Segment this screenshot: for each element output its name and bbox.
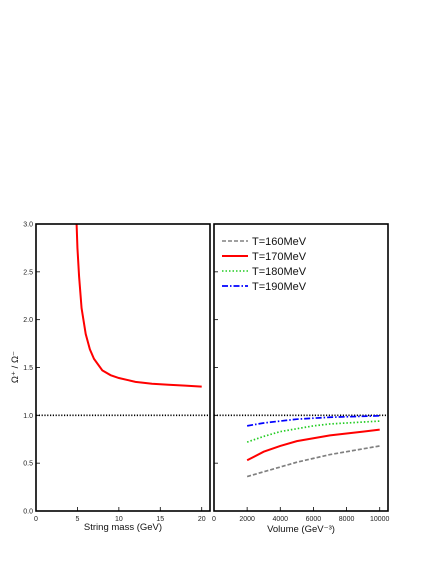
left-ytick-label-5: 2.5	[23, 269, 33, 276]
left-series-line-0	[75, 223, 202, 388]
legend-label-t190: T=190MeV	[252, 281, 307, 293]
left-ticks: 0 5 10 15 20 0.0 0.5 1.0 1.5 2.0 2.5 3.0	[23, 222, 205, 524]
right-ticks: 0 2000 4000 6000 8000 10000	[212, 223, 390, 523]
right-xtick-label-5: 10000	[370, 516, 390, 523]
left-ytick-label-3: 1.5	[23, 365, 33, 372]
left-xtick-label-3: 15	[156, 516, 164, 523]
right-xtick-label-0: 0	[212, 516, 216, 523]
left-ytick-label-4: 2.0	[23, 317, 33, 324]
right-plot-area	[214, 414, 388, 478]
left-frame	[35, 223, 211, 512]
left-xlabel: String mass (GeV)	[84, 522, 162, 533]
legend-entry-t180: T=180MeV	[222, 266, 307, 278]
legend-entry-t160: T=160MeV	[222, 236, 307, 248]
legend-entry-t170: T=170MeV	[222, 251, 307, 263]
right-xtick-label-2: 4000	[272, 516, 288, 523]
right-panel: 0 2000 4000 6000 8000 10000 Volume (GeV⁻³) T=…	[212, 223, 390, 535]
left-panel: 0 5 10 15 20 0.0 0.5 1.0 1.5 2.0 2.5 3.0 String mas…	[10, 222, 211, 533]
left-ylabel: Ω⁺ / Ω⁻	[10, 351, 21, 383]
right-xlabel: Volume (GeV⁻³)	[267, 524, 335, 535]
legend-label-t170: T=170MeV	[252, 251, 307, 263]
legend-label-t160: T=160MeV	[252, 236, 307, 248]
right-series-line-0	[246, 445, 380, 478]
left-xtick-label-0: 0	[34, 516, 38, 523]
left-ytick-label-0: 0.0	[23, 509, 33, 516]
left-xtick-label-4: 20	[198, 516, 206, 523]
right-xtick-label-3: 6000	[306, 516, 322, 523]
legend-entry-t190: T=190MeV	[222, 281, 307, 293]
legend-label-t180: T=180MeV	[252, 266, 307, 278]
right-series-line-1	[246, 428, 380, 462]
left-ytick-label-6: 3.0	[23, 222, 33, 229]
right-xtick-label-1: 2000	[239, 516, 255, 523]
left-ytick-label-2: 1.0	[23, 413, 33, 420]
right-xtick-label-4: 8000	[339, 516, 355, 523]
legend: T=160MeV T=170MeV T=180MeV T=190MeV	[222, 236, 307, 293]
left-xtick-label-2: 10	[115, 516, 123, 523]
left-ytick-label-1: 0.5	[23, 461, 33, 468]
left-plot-area	[36, 223, 210, 417]
right-series-line-3	[246, 414, 380, 427]
left-xtick-label-1: 5	[75, 516, 79, 523]
right-series-line-2	[246, 420, 380, 443]
